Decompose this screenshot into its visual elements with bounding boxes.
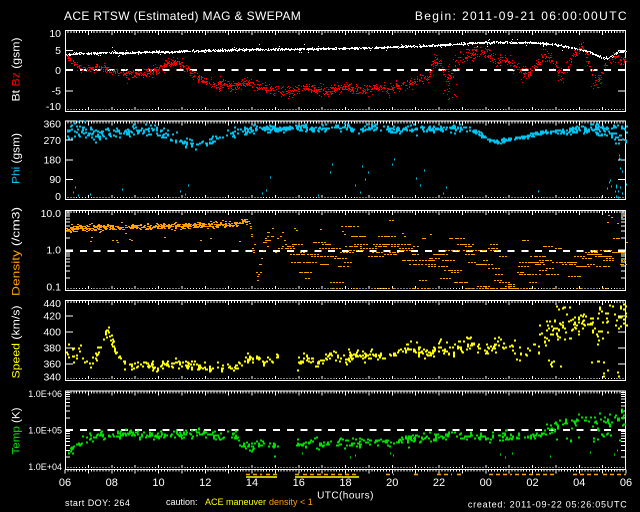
svg-text:270: 270 <box>43 135 61 147</box>
svg-text:0.1: 0.1 <box>46 282 61 294</box>
svg-text:08: 08 <box>106 477 118 489</box>
svg-text:start DOY: 264: start DOY: 264 <box>65 498 130 508</box>
svg-text:caution:: caution: <box>166 497 198 507</box>
svg-text:density < 1: density < 1 <box>269 497 313 507</box>
svg-text:360: 360 <box>43 119 61 131</box>
svg-text:06: 06 <box>620 477 632 489</box>
svg-text:16: 16 <box>293 477 305 489</box>
svg-text:180: 180 <box>43 154 61 166</box>
svg-text:Temp (K): Temp (K) <box>11 408 23 455</box>
svg-text:0: 0 <box>55 191 61 203</box>
svg-text:0: 0 <box>55 65 61 77</box>
svg-text:22: 22 <box>433 477 445 489</box>
svg-text:10: 10 <box>49 28 61 40</box>
svg-text:14: 14 <box>246 477 258 489</box>
svg-text:created: 2011-09-22 05:26:05UT: created: 2011-09-22 05:26:05UTC <box>468 500 628 510</box>
svg-text:1.0E+05: 1.0E+05 <box>28 426 62 436</box>
svg-text:UTC(hours): UTC(hours) <box>317 491 374 502</box>
svg-text:Speed (km/s): Speed (km/s) <box>11 306 23 379</box>
svg-text:18: 18 <box>339 477 351 489</box>
svg-text:20: 20 <box>386 477 398 489</box>
svg-text:10.0: 10.0 <box>41 208 62 220</box>
svg-text:Begin: 2011-09-21 06:00:00UTC: Begin: 2011-09-21 06:00:00UTC <box>415 9 628 23</box>
svg-text:04: 04 <box>573 477 585 489</box>
svg-text:1.0E+04: 1.0E+04 <box>28 462 62 472</box>
svg-text:12: 12 <box>199 477 211 489</box>
svg-text:ACE RTSW (Estimated) MAG & SWE: ACE RTSW (Estimated) MAG & SWEPAM <box>64 9 301 23</box>
svg-text:1.0E+06: 1.0E+06 <box>28 389 62 399</box>
svg-text:420: 420 <box>43 311 61 323</box>
svg-text:400: 400 <box>43 327 61 339</box>
svg-text:1.0: 1.0 <box>46 245 61 257</box>
svg-text:02: 02 <box>526 477 538 489</box>
svg-text:ACE maneuver: ACE maneuver <box>205 497 266 507</box>
svg-text:440: 440 <box>43 298 61 310</box>
svg-text:380: 380 <box>43 343 61 355</box>
svg-text:5: 5 <box>55 45 61 57</box>
svg-text:Density (/cm3): Density (/cm3) <box>11 207 23 296</box>
svg-text:00: 00 <box>480 477 492 489</box>
svg-text:360: 360 <box>43 359 61 371</box>
svg-text:90: 90 <box>49 174 61 186</box>
svg-text:-5: -5 <box>52 85 61 97</box>
svg-text:10: 10 <box>152 477 164 489</box>
svg-text:06: 06 <box>59 477 71 489</box>
svg-text:340: 340 <box>43 372 61 384</box>
svg-text:Bt Bz (gsm): Bt Bz (gsm) <box>11 38 23 102</box>
svg-text:-10: -10 <box>46 101 61 113</box>
svg-text:Phi (gsm): Phi (gsm) <box>11 133 23 184</box>
